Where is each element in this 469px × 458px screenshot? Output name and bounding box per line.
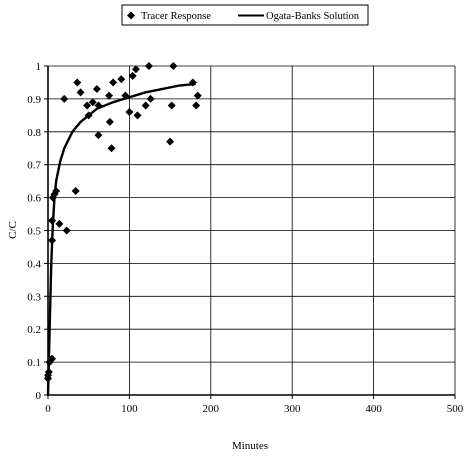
- data-point-tracer-response: [133, 111, 142, 120]
- data-point-tracer-response: [109, 78, 118, 87]
- data-point-tracer-response: [83, 101, 92, 110]
- data-point-tracer-response: [94, 131, 103, 140]
- data-point-tracer-response: [71, 187, 80, 196]
- plot-area: 0 0.1 0.2 0.3 0.4 0.5 0.6 0.7 0.8 0.9 1 0 100 200 300 4…: [27, 61, 464, 415]
- legend-diamond-icon: [127, 11, 135, 20]
- data-point-tracer-response: [52, 187, 61, 196]
- data-point-tracer-response: [94, 101, 103, 110]
- axes-layer: [44, 65, 456, 399]
- data-point-tracer-response: [131, 65, 140, 74]
- data-point-tracer-response: [62, 226, 71, 235]
- series-layer: [44, 62, 202, 397]
- data-point-tracer-response: [105, 91, 114, 100]
- data-point-tracer-response: [167, 101, 176, 110]
- legend: Tracer Response Ogata-Banks Solution: [121, 4, 369, 26]
- x-tick-label: 100: [121, 403, 138, 415]
- data-point-tracer-response: [76, 88, 85, 97]
- y-tick-label: 0.5: [27, 226, 41, 238]
- data-point-tracer-response: [60, 94, 69, 103]
- data-point-tracer-response: [169, 62, 178, 70]
- y-tick-label: 0.9: [27, 94, 41, 106]
- grid-layer: [48, 65, 456, 395]
- x-tick-label: 200: [203, 403, 220, 415]
- data-point-tracer-response: [125, 108, 134, 117]
- data-point-tracer-response: [44, 367, 53, 376]
- data-point-tracer-response: [92, 85, 101, 94]
- y-tick-label: 0: [36, 390, 42, 402]
- y-tick-label: 1: [36, 61, 42, 73]
- data-point-tracer-response: [166, 137, 175, 146]
- data-point-tracer-response: [117, 75, 126, 84]
- y-axis-title: C/C: [7, 221, 19, 239]
- y-tick-label: 0.4: [27, 258, 41, 270]
- legend-label-ogata-banks: Ogata-Banks Solution: [266, 11, 360, 22]
- legend-label-tracer-response: Tracer Response: [141, 11, 211, 22]
- y-tick-label: 0.6: [27, 193, 41, 205]
- y-tick-label: 0.3: [27, 291, 41, 303]
- data-point-tracer-response: [128, 71, 137, 80]
- data-point-tracer-response: [73, 78, 82, 87]
- data-point-tracer-response: [107, 144, 116, 153]
- tick-label-layer: 0 0.1 0.2 0.3 0.4 0.5 0.6 0.7 0.8 0.9 1 0 100 200 300 4…: [27, 61, 464, 415]
- data-point-tracer-response: [144, 62, 153, 70]
- y-tick-label: 0.1: [27, 357, 41, 369]
- data-point-tracer-response: [48, 236, 57, 245]
- data-point-tracer-response: [193, 91, 202, 100]
- data-point-tracer-response: [84, 111, 93, 120]
- x-tick-label: 0: [45, 403, 51, 415]
- x-tick-label: 300: [284, 403, 301, 415]
- x-tick-label: 400: [365, 403, 382, 415]
- data-point-tracer-response: [105, 117, 114, 126]
- x-tick-label: 500: [447, 403, 464, 415]
- data-point-tracer-response: [88, 98, 97, 107]
- data-point-tracer-response: [192, 101, 201, 110]
- data-point-tracer-response: [55, 219, 64, 228]
- data-point-tracer-response: [121, 91, 130, 100]
- data-point-tracer-response: [48, 354, 57, 363]
- y-tick-label: 0.8: [27, 127, 41, 139]
- y-tick-label: 0.7: [27, 160, 41, 172]
- data-point-tracer-response: [146, 94, 155, 103]
- y-tick-label: 0.2: [27, 324, 41, 336]
- data-point-tracer-response: [141, 101, 150, 110]
- x-axis-title: Minutes: [232, 440, 268, 452]
- data-point-tracer-response: [188, 78, 197, 87]
- data-point-tracer-response: [48, 216, 57, 225]
